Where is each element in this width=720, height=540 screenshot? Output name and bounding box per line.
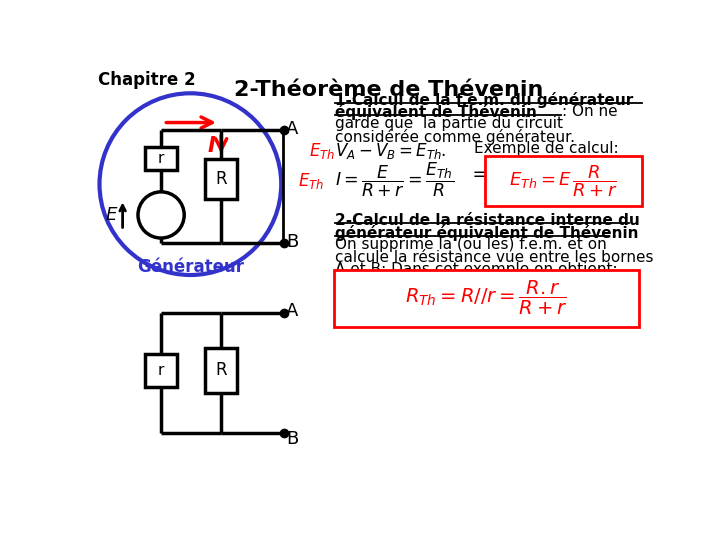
Text: $\Rightarrow$: $\Rightarrow$ — [467, 161, 494, 185]
Bar — [205, 159, 238, 199]
Text: E: E — [106, 206, 117, 224]
Text: $V_A-V_B =E_{Th}.$: $V_A-V_B =E_{Th}.$ — [335, 141, 446, 161]
Text: $E_{Th} = E\,\dfrac{R}{R+r}$: $E_{Th} = E\,\dfrac{R}{R+r}$ — [508, 163, 618, 199]
Text: 1-Calcul de la f.e.m. du générateur: 1-Calcul de la f.e.m. du générateur — [335, 92, 634, 108]
Text: A et B: Dans cet exemple on obtient:: A et B: Dans cet exemple on obtient: — [335, 262, 618, 277]
Text: On supprime la (ou les) f.e.m. et on: On supprime la (ou les) f.e.m. et on — [335, 237, 607, 252]
Bar — [145, 147, 177, 170]
Text: garde que  la partie du circuit: garde que la partie du circuit — [335, 117, 563, 131]
Text: B: B — [286, 233, 298, 251]
Text: B: B — [286, 430, 298, 448]
FancyBboxPatch shape — [485, 156, 642, 206]
Text: :: : — [611, 225, 616, 240]
Text: calcule la résistance vue entre les bornes: calcule la résistance vue entre les born… — [335, 249, 654, 265]
Text: 2-Calcul de la résistance interne du: 2-Calcul de la résistance interne du — [335, 213, 640, 228]
Text: R: R — [215, 361, 227, 380]
Text: générateur équivalent de Thévenin: générateur équivalent de Thévenin — [335, 225, 639, 241]
Text: Exemple de calcul:: Exemple de calcul: — [474, 141, 619, 156]
Text: considérée comme générateur.: considérée comme générateur. — [335, 129, 575, 145]
Bar — [205, 348, 238, 393]
Text: $E_{Th}$: $E_{Th}$ — [298, 171, 324, 191]
Text: $E_{Th}$: $E_{Th}$ — [309, 141, 335, 161]
Bar — [145, 354, 177, 387]
Text: $R_{Th} = R // r = \dfrac{R.r}{R+r}$: $R_{Th} = R // r = \dfrac{R.r}{R+r}$ — [405, 279, 567, 317]
Text: Générateur: Générateur — [137, 258, 244, 275]
Text: A: A — [286, 302, 298, 320]
FancyBboxPatch shape — [333, 269, 639, 327]
Text: R: R — [215, 170, 227, 188]
Text: 2-Théorème de Thévenin: 2-Théorème de Thévenin — [233, 80, 543, 100]
Text: A: A — [286, 120, 298, 138]
Text: : On ne: : On ne — [562, 104, 618, 119]
Circle shape — [138, 192, 184, 238]
Circle shape — [99, 93, 282, 275]
Text: équivalent de Thévenin: équivalent de Thévenin — [335, 104, 537, 120]
Text: I: I — [208, 136, 216, 156]
Text: r: r — [158, 363, 164, 378]
Text: Chapitre 2: Chapitre 2 — [98, 71, 196, 89]
Text: $I = \dfrac{E}{R+r} = \dfrac{E_{Th}}{R}$: $I = \dfrac{E}{R+r} = \dfrac{E_{Th}}{R}$ — [335, 161, 454, 199]
Text: r: r — [158, 151, 164, 166]
